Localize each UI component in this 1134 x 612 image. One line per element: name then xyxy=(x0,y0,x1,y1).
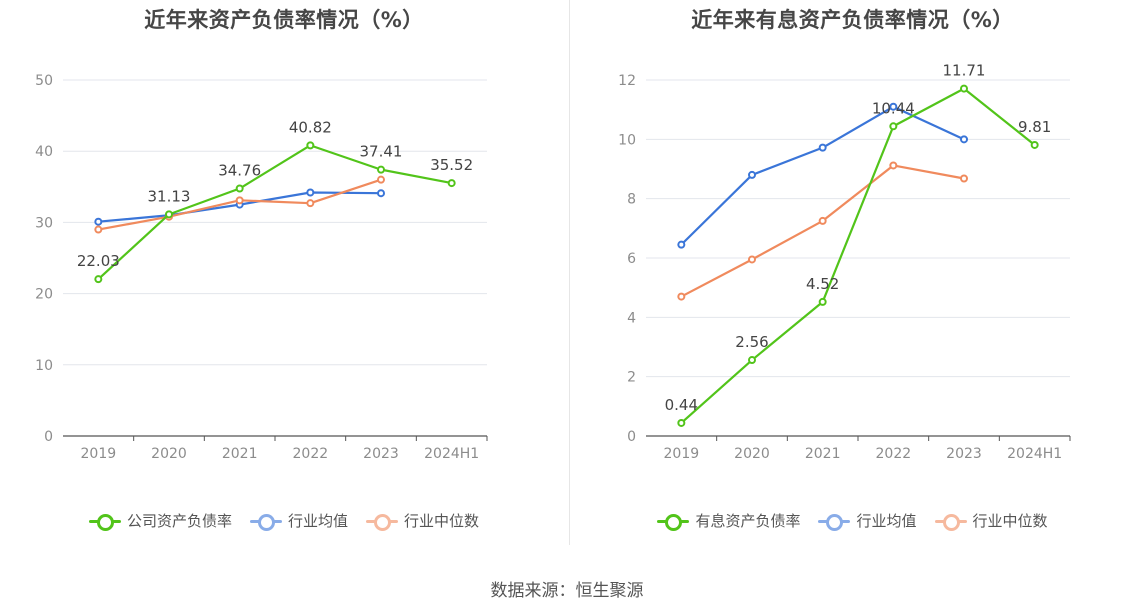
y-tick-label: 50 xyxy=(35,73,53,89)
data-label: 34.76 xyxy=(218,162,261,180)
y-tick-label: 0 xyxy=(44,429,53,445)
legend-label: 行业均值 xyxy=(856,512,917,530)
data-point xyxy=(818,216,827,225)
data-point xyxy=(306,188,315,197)
chart-legend: 公司资产负债率 行业均值 行业中位数 xyxy=(0,510,568,531)
data-point xyxy=(306,141,315,150)
data-label: 4.52 xyxy=(806,275,839,293)
data-point xyxy=(94,217,103,226)
data-point xyxy=(677,418,686,427)
x-tick-label: 2023 xyxy=(363,446,399,462)
legend-swatch xyxy=(934,513,967,531)
data-point xyxy=(960,174,968,183)
data-label: 35.52 xyxy=(430,156,473,174)
data-point xyxy=(677,292,686,301)
x-tick-label: 2022 xyxy=(876,446,912,462)
legend-label: 行业中位数 xyxy=(972,512,1048,530)
data-label: 2.56 xyxy=(735,333,768,351)
debt-ratio-chart: 0 10 20 30 40 50 2019 2020 2021 2022 2023 2024H1 22.… xyxy=(35,73,488,462)
x-tick-label: 2023 xyxy=(946,446,982,462)
y-tick-label: 0 xyxy=(627,429,636,445)
data-point xyxy=(1030,140,1039,149)
data-label: 22.03 xyxy=(77,252,120,270)
data-point xyxy=(94,275,103,284)
data-point xyxy=(235,184,244,193)
data-point xyxy=(889,102,898,111)
y-tick-label: 6 xyxy=(627,251,636,267)
legend-swatch xyxy=(88,513,121,531)
data-point xyxy=(748,356,756,365)
data-label: 31.13 xyxy=(148,187,191,205)
chart-title: 近年来资产负债率情况（%） xyxy=(144,8,424,32)
chart-legend: 有息资产负债率 行业均值 行业中位数 xyxy=(571,510,1134,531)
data-point xyxy=(889,122,898,131)
data-point xyxy=(165,210,173,219)
left-chart-panel: 近年来资产负债率情况（%） 0 10 20 30 40 50 2019 2020 2021 202… xyxy=(0,0,568,560)
data-point xyxy=(748,170,756,179)
legend-item[interactable]: 行业均值 xyxy=(249,510,348,531)
data-point xyxy=(306,199,315,208)
y-tick-label: 12 xyxy=(618,73,636,89)
data-point xyxy=(377,189,385,198)
data-point xyxy=(94,225,103,234)
y-tick-label: 2 xyxy=(627,370,636,386)
right-chart-panel: 近年来有息资产负债率情况（%） 0 2 4 6 8 10 12 2019 2020 2021 202… xyxy=(571,0,1134,560)
data-label: 10.44 xyxy=(872,99,915,117)
data-point xyxy=(377,175,385,184)
data-point xyxy=(677,240,686,249)
y-tick-label: 10 xyxy=(35,358,53,374)
data-point xyxy=(377,165,385,174)
legend-item[interactable]: 公司资产负债率 xyxy=(88,510,232,531)
x-tick-label: 2024H1 xyxy=(424,446,479,462)
legend-label: 公司资产负债率 xyxy=(126,512,232,530)
y-tick-label: 40 xyxy=(35,144,53,160)
legend-swatch xyxy=(818,513,851,531)
data-label: 11.71 xyxy=(943,62,986,80)
data-label: 9.81 xyxy=(1018,118,1051,136)
x-tick-label: 2022 xyxy=(293,446,329,462)
legend-item[interactable]: 行业中位数 xyxy=(366,510,479,531)
data-point xyxy=(889,161,898,170)
data-point xyxy=(818,297,827,306)
y-tick-label: 4 xyxy=(627,310,636,326)
y-tick-label: 8 xyxy=(627,192,636,208)
series-line xyxy=(680,87,1036,424)
panel-divider xyxy=(569,0,570,545)
data-point xyxy=(960,135,968,144)
legend-item[interactable]: 有息资产负债率 xyxy=(657,510,800,531)
series-line xyxy=(97,144,452,280)
data-point xyxy=(447,179,456,188)
data-label: 37.41 xyxy=(360,143,403,161)
data-label: 0.44 xyxy=(665,396,698,414)
x-tick-label: 2019 xyxy=(81,446,117,462)
data-source-note: 数据来源：恒生聚源 xyxy=(490,581,644,601)
legend-swatch xyxy=(249,513,282,531)
y-tick-label: 20 xyxy=(35,287,53,303)
x-tick-label: 2024H1 xyxy=(1007,446,1062,462)
y-tick-label: 30 xyxy=(35,215,53,231)
y-tick-label: 10 xyxy=(618,132,636,148)
data-point xyxy=(818,143,827,152)
x-tick-label: 2021 xyxy=(805,446,841,462)
chart-title: 近年来有息资产负债率情况（%） xyxy=(691,8,1014,32)
data-point xyxy=(960,84,968,93)
data-point xyxy=(235,196,244,205)
data-label: 40.82 xyxy=(289,118,332,136)
legend-item[interactable]: 行业均值 xyxy=(818,510,917,531)
data-point xyxy=(748,255,756,264)
x-tick-label: 2020 xyxy=(151,446,187,462)
legend-label: 行业中位数 xyxy=(404,512,480,530)
legend-label: 有息资产负债率 xyxy=(695,512,801,530)
x-tick-label: 2021 xyxy=(222,446,258,462)
legend-swatch xyxy=(657,513,690,531)
legend-swatch xyxy=(366,513,398,531)
interest-debt-ratio-chart: 0 2 4 6 8 10 12 2019 2020 2021 2022 2023 2024H1 0.44 2… xyxy=(618,62,1071,462)
x-tick-label: 2019 xyxy=(664,446,700,462)
legend-label: 行业均值 xyxy=(287,512,348,530)
x-tick-label: 2020 xyxy=(734,446,770,462)
legend-item[interactable]: 行业中位数 xyxy=(934,510,1048,531)
